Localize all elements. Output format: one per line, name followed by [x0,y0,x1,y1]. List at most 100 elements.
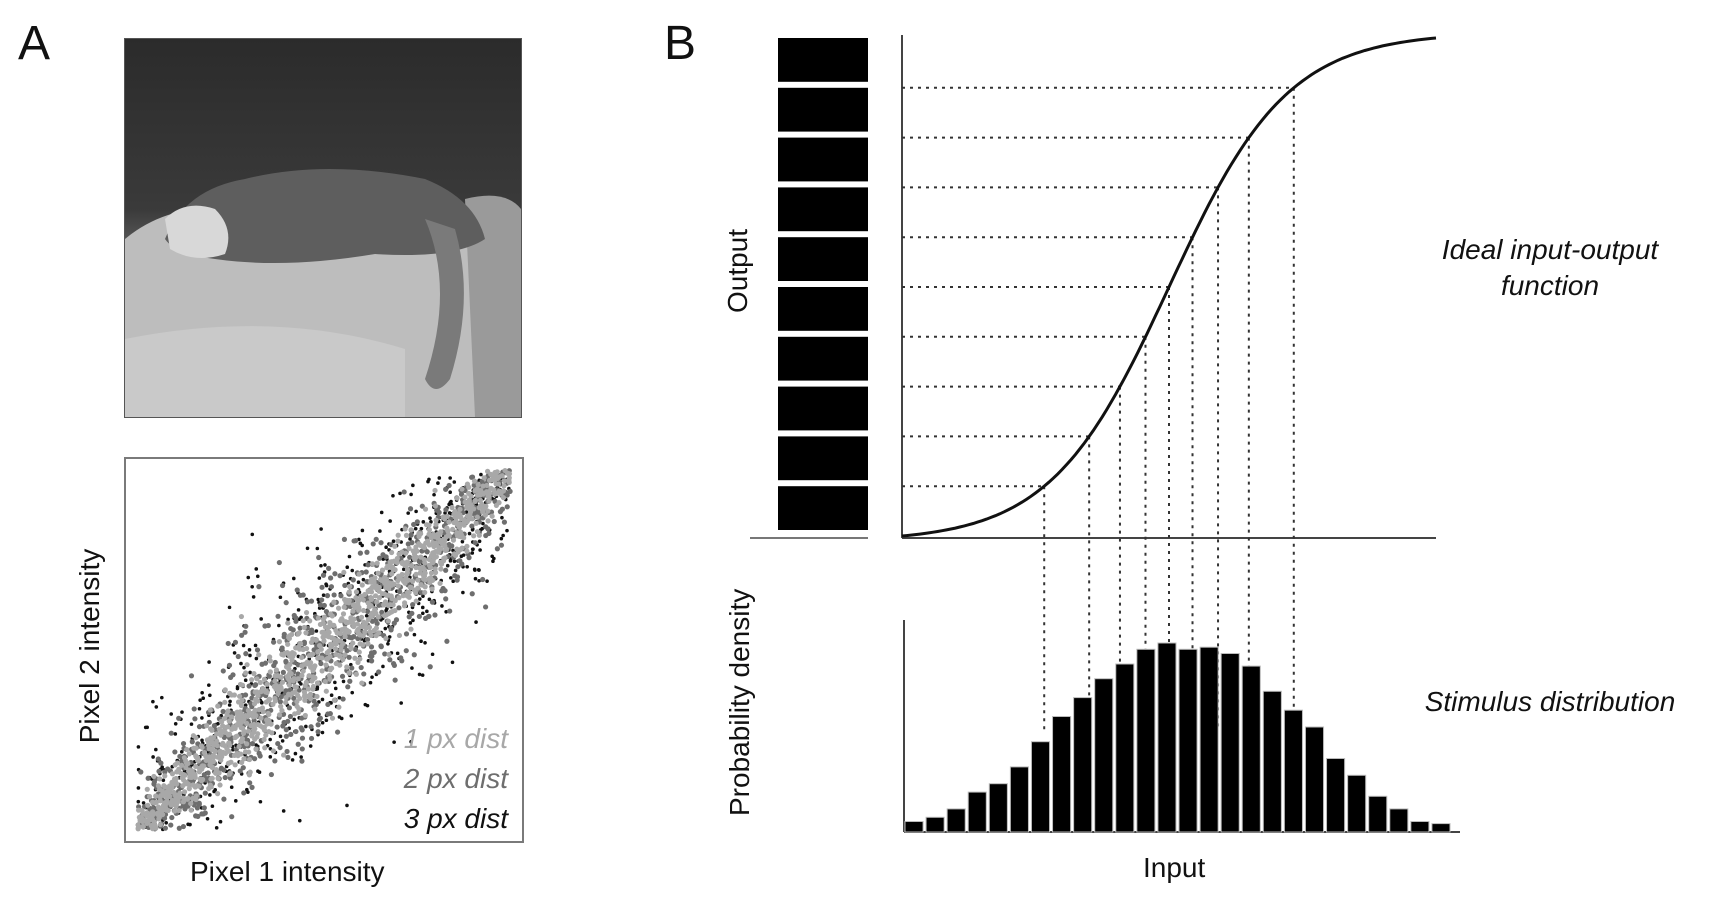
scatter-point [290,627,296,633]
scatter-point [391,662,398,669]
scatter-point [376,595,383,601]
scatter-point [263,732,269,738]
scatter-point [378,540,384,546]
scatter-point [369,658,375,664]
scatter-point [371,649,377,655]
scatter-point [376,630,382,636]
scatter-point [384,565,390,571]
scatter-point [200,716,204,720]
scatter-point [356,571,362,577]
scatter-point [239,697,245,704]
scatter-point [447,502,451,507]
scatter-point [308,735,315,742]
scatter-point [276,559,282,566]
scatter-point [193,754,199,760]
scatter-point [232,762,238,768]
scatter-point [221,796,227,802]
scatter-point [354,621,361,627]
scatter-point [225,760,231,767]
scatter-point [485,518,491,524]
scatter-point [466,499,472,505]
scatter-point [472,488,478,494]
scatter-point [196,783,202,789]
scatter-point [313,637,319,643]
scatter-point [252,713,258,719]
scatter-point [238,725,244,731]
scatter-point [296,630,302,636]
scatter-point [255,692,261,699]
scatter-point [288,731,294,737]
scatter-point [172,749,178,755]
scatter-point [421,520,426,524]
cat-photo-illustration [125,169,521,417]
scatter-point [262,745,268,751]
scatter-point [267,669,273,675]
scatter-point [280,669,286,675]
scatter-point [399,549,405,555]
output-level-bar [778,386,868,431]
scatter-point [191,706,197,712]
scatter-point [323,563,327,567]
scatter-point [226,740,232,746]
scatter-point [374,560,380,566]
scatter-point [297,617,302,621]
histogram-bar [1283,709,1303,833]
scatter-point [352,655,358,661]
scatter-point [265,710,271,716]
scatter-point [157,798,163,804]
scatter-point [340,696,346,702]
scatter-point [423,540,429,546]
scatter-point [155,783,161,789]
scatter-point [238,613,245,620]
scatter-point [258,715,264,721]
scatter-point [342,633,348,640]
scatter-point [225,640,231,647]
scatter-point [260,709,266,715]
scatter-point [307,691,314,697]
scatter-point [506,477,512,483]
scatter-point [328,584,335,590]
histogram-bar [1178,648,1198,833]
scatter-point [153,799,159,805]
scatter-point [298,725,304,731]
scatter-point [433,517,439,523]
scatter-point [248,653,252,658]
histogram-bar [967,791,987,833]
scatter-point [267,658,273,664]
scatter-point [477,497,484,503]
scatter-point [236,693,243,699]
scatter-point [239,632,245,638]
scatter-point [357,656,363,662]
scatter-point [317,621,324,628]
scatter-point [286,705,292,711]
scatter-point [452,559,457,564]
scatter-point [470,547,475,552]
scatter-point [283,727,289,733]
scatter-point [227,770,233,776]
scatter-point [235,653,241,660]
scatter-point [406,545,412,552]
scatter-point [350,608,356,614]
histogram-bar [1241,665,1261,833]
scatter-point [227,605,232,610]
scatter-point [339,616,345,622]
sigmoid-curve [901,36,1437,538]
scatter-point [214,742,220,749]
scatter-point [180,710,184,714]
histogram-bar [1199,646,1219,833]
scatter-point [319,527,323,531]
scatter-point [326,629,332,635]
scatter-point [327,619,333,626]
scatter-point [239,682,246,688]
scatter-point [289,657,295,663]
scatter-point [408,626,414,632]
scatter-point [331,592,337,598]
scatter-point [158,760,164,766]
histogram-bar [925,816,945,833]
scatter-point [369,585,375,591]
scatter-point [422,615,429,622]
scatter-point [496,474,503,480]
scatter-point [286,682,293,688]
scatter-point [396,605,402,611]
scatter-point [248,670,252,675]
